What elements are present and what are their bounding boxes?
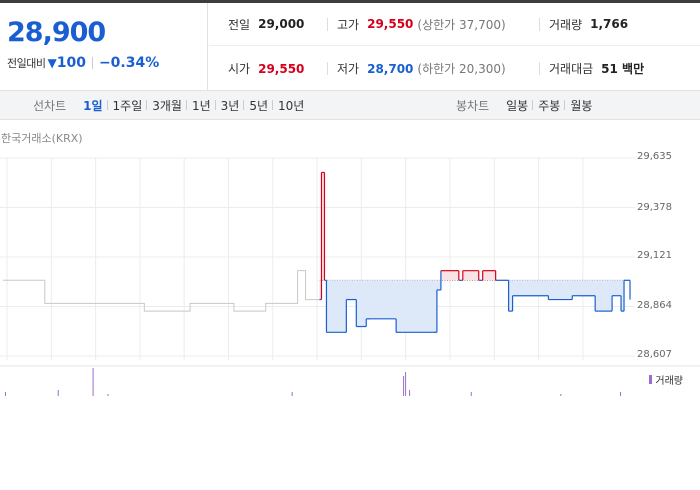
top-border <box>0 0 700 3</box>
info-row-2: 시가 29,550 저가 28,700 (하한가 20,300) 거래대금 51… <box>209 47 700 90</box>
volume-legend: 거래량 <box>649 372 683 387</box>
y-tick: 29,121 <box>637 250 672 261</box>
quote-info: 전일 29,000 고가 29,550 (상한가 37,700) 거래량 1,7… <box>209 3 700 90</box>
volume-bar <box>403 376 405 396</box>
tab-1day[interactable]: 1일 <box>83 98 103 113</box>
y-tick: 29,378 <box>637 202 672 213</box>
open-price: 시가 29,550 <box>228 61 305 77</box>
line-chart-title: 선차트 <box>33 98 67 113</box>
volume-bar <box>107 394 109 396</box>
candle-chart-tabs: 봉차트 일봉 주봉 월봉 <box>456 91 597 119</box>
tab-daily[interactable]: 일봉 <box>506 98 529 113</box>
volume-bar <box>57 390 59 396</box>
y-tick: 28,607 <box>637 349 672 360</box>
y-tick: 28,864 <box>637 300 672 311</box>
down-area <box>319 280 630 333</box>
tab-3year[interactable]: 3년 <box>214 97 245 114</box>
tab-1week[interactable]: 1주일 <box>106 97 148 114</box>
line-chart-tabs: 선차트 1일 1주일 3개월 1년 3년 5년 10년 <box>33 91 309 119</box>
divider <box>91 57 93 69</box>
y-tick: 29,635 <box>637 151 672 162</box>
chart-tab-bar: 선차트 1일 1주일 3개월 1년 3년 5년 10년 봉차트 일봉 주봉 월봉 <box>0 90 700 120</box>
tab-monthly[interactable]: 월봉 <box>564 97 597 114</box>
volume-bar <box>470 392 472 396</box>
price-summary: 28,900 전일대비 ▼ 100 −0.34% <box>0 3 208 90</box>
low-price: 저가 28,700 (하한가 20,300) <box>327 47 506 90</box>
change-rate: −0.34% <box>98 55 160 71</box>
price-chart[interactable] <box>0 120 700 400</box>
price-change: 전일대비 ▼ 100 −0.34% <box>7 55 159 71</box>
volume-bar <box>560 394 562 396</box>
volume-swatch <box>649 375 653 384</box>
trade-value: 거래대금 51 백만 <box>539 47 644 90</box>
down-triangle-icon: ▼ <box>47 56 57 70</box>
volume-bar <box>409 390 411 396</box>
tab-1year[interactable]: 1년 <box>185 97 216 114</box>
tab-3month[interactable]: 3개월 <box>146 97 187 114</box>
volume-bar <box>405 372 407 396</box>
current-price: 28,900 <box>7 17 106 48</box>
compare-label: 전일대비 <box>7 57 46 70</box>
tab-10year[interactable]: 10년 <box>272 97 309 114</box>
prev-close: 전일 29,000 <box>228 17 305 32</box>
volume-bar <box>291 392 293 396</box>
tab-weekly[interactable]: 주봉 <box>532 97 565 114</box>
candle-chart-title: 봉차트 <box>456 98 490 113</box>
volume: 거래량 1,766 <box>539 3 628 46</box>
volume-bar <box>92 368 94 396</box>
pre-session-line <box>3 270 320 312</box>
change-amount: 100 <box>56 55 86 71</box>
volume-bar <box>4 392 6 396</box>
tab-5year[interactable]: 5년 <box>243 97 273 114</box>
exchange-label: 한국거래소(KRX) <box>1 132 83 145</box>
info-row-1: 전일 29,000 고가 29,550 (상한가 37,700) 거래량 1,7… <box>209 3 700 46</box>
high-price: 고가 29,550 (상한가 37,700) <box>327 3 506 46</box>
volume-bar <box>620 392 622 396</box>
up-area <box>319 172 630 281</box>
